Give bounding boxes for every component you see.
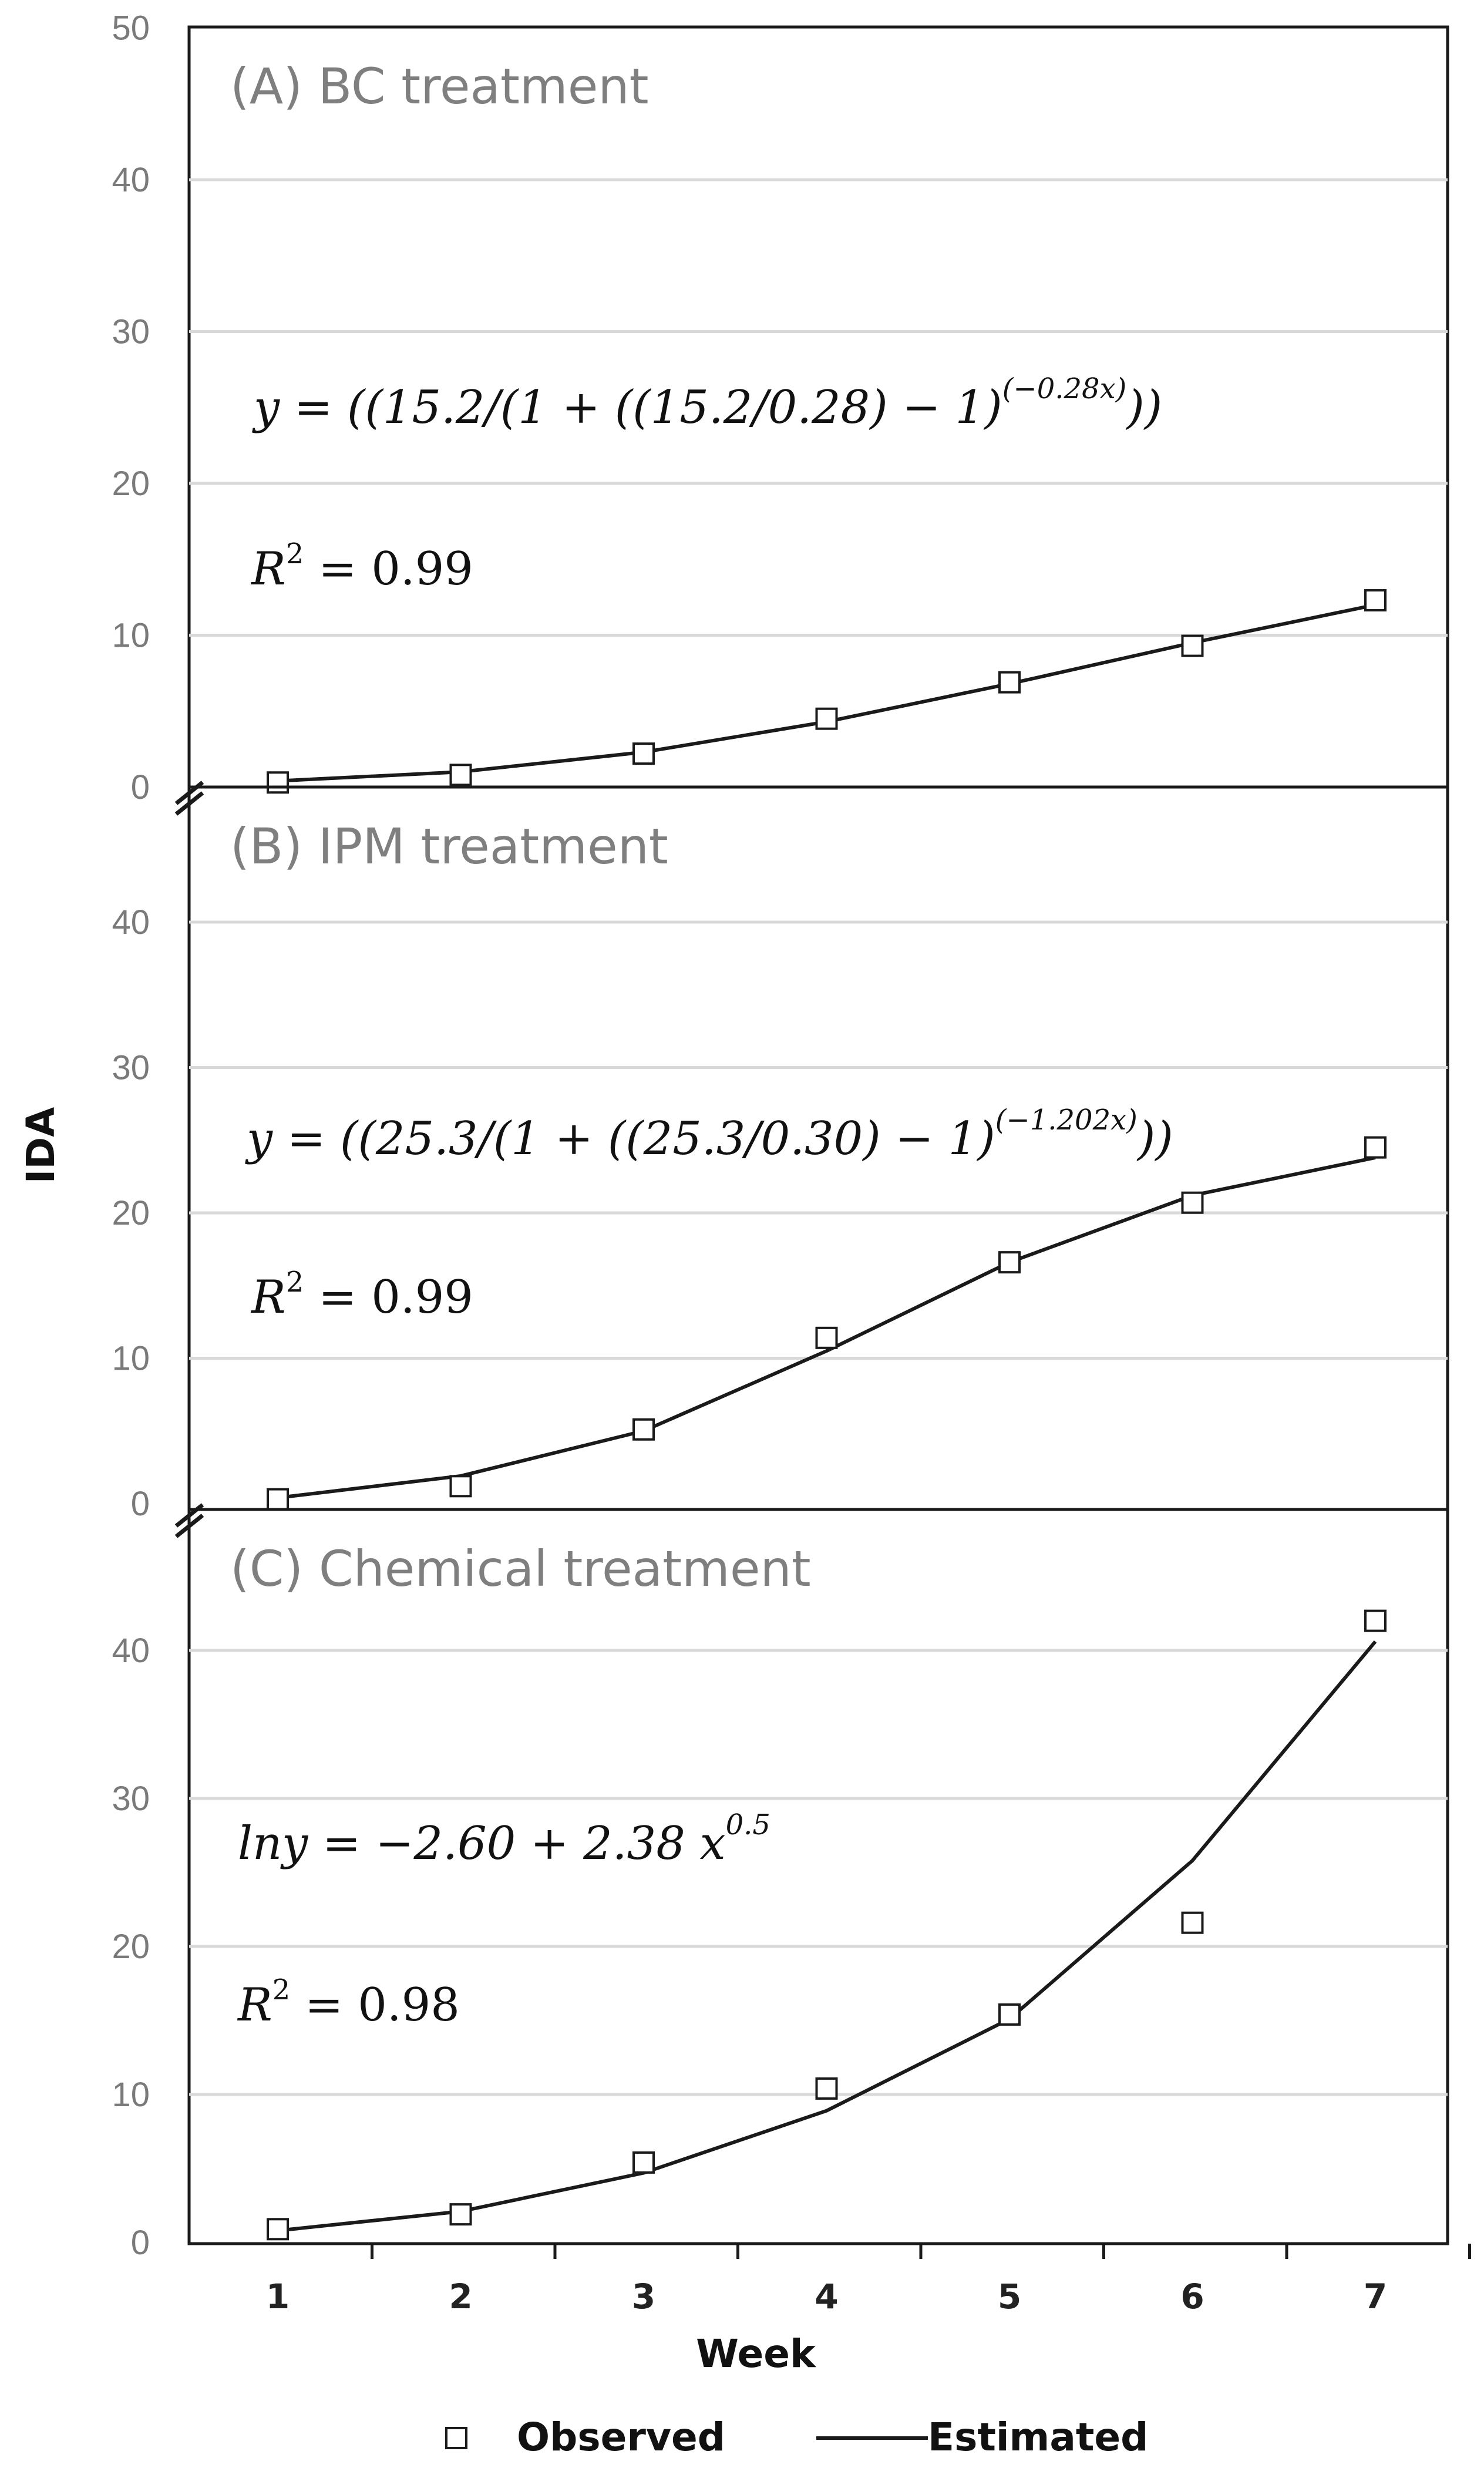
r-squared-exponent: 2 [272, 1973, 291, 2006]
equation-label: y = ((15.2/(1 + ((15.2/0.28) − 1)(−0.28x… [252, 372, 1162, 434]
observed-point [998, 671, 1021, 694]
observed-point [1364, 1136, 1387, 1159]
axis-break-mark [174, 1514, 204, 1538]
y-tick-label: 30 [112, 313, 150, 351]
axis-break-mark [174, 1503, 204, 1528]
equation-main: lny = −2.60 + 2.38 x [238, 1817, 726, 1870]
panel-b: 0 10 20 30 40 (B) IPM treatment y = ((25.3/(1 … [112, 781, 1448, 1523]
observed-point [1364, 1609, 1387, 1632]
y-tick-label: 30 [112, 1049, 150, 1087]
y-tick-label: 40 [112, 1632, 150, 1670]
r-squared-label: R2 = 0.99 [250, 537, 473, 596]
x-tick-label: 6 [1180, 2277, 1204, 2316]
y-tick-label: 0 [131, 768, 150, 806]
y-tick-label: 10 [112, 2076, 150, 2114]
observed-point [449, 764, 472, 786]
observed-point [267, 2218, 289, 2241]
equation-tail: )) [1136, 1112, 1173, 1165]
equation-main: y = ((15.2/(1 + ((15.2/0.28) − 1) [252, 381, 1002, 434]
estimated-series-line [277, 1640, 1377, 2232]
y-tick-label: 10 [112, 1340, 150, 1378]
observed-point [1181, 1191, 1204, 1214]
r-squared-symbol: R [250, 1271, 286, 1324]
r-squared-value: = 0.99 [304, 1271, 473, 1324]
equation-label: y = ((25.3/(1 + ((25.3/0.30) − 1)(−1.202… [245, 1104, 1173, 1165]
x-tick-label: 1 [266, 2277, 290, 2316]
r-squared-exponent: 2 [286, 1266, 304, 1299]
observed-point [267, 771, 289, 794]
r-squared-value: = 0.99 [304, 543, 473, 596]
equation-tail: )) [1125, 381, 1162, 434]
observed-point [815, 707, 838, 730]
r-squared-symbol: R [250, 543, 286, 596]
equation-exponent: (−1.202x) [995, 1104, 1138, 1137]
axis-break-mark [174, 781, 204, 805]
panel-title: (C) Chemical treatment [230, 1540, 811, 1598]
y-tick-label: 10 [112, 617, 150, 655]
equation-exponent: 0.5 [726, 1808, 770, 1841]
panel-title: (B) IPM treatment [230, 818, 668, 875]
observed-point [632, 1418, 655, 1441]
x-tick-label: 3 [632, 2277, 655, 2316]
equation-label: lny = −2.60 + 2.38 x0.5 [238, 1808, 770, 1870]
observed-point [267, 1488, 289, 1511]
axis-break-mark [174, 791, 204, 816]
x-tick-label: 4 [815, 2277, 838, 2316]
y-tick-label: 30 [112, 1780, 150, 1818]
panel-a: 0 10 20 30 40 50 (A) BC treatment y = ((15.2/(1… [112, 9, 1448, 806]
r-squared-value: = 0.98 [290, 1979, 460, 2032]
observed-point [998, 2003, 1021, 2026]
legend-observed-marker [445, 2427, 467, 2449]
x-axis-title: Week [696, 2331, 817, 2376]
y-tick-label: 0 [131, 1485, 150, 1523]
y-tick-label: 40 [112, 161, 150, 199]
x-tick-label: 2 [449, 2277, 472, 2316]
observed-point [449, 2203, 472, 2226]
y-tick-label: 40 [112, 903, 150, 942]
y-tick-label: 20 [112, 1928, 150, 1966]
legend-estimated-label: Estimated [928, 2415, 1148, 2460]
observed-point [449, 1475, 472, 1498]
y-tick-label: 0 [131, 2224, 150, 2262]
y-tick-label: 20 [112, 1194, 150, 1232]
observed-point [632, 742, 655, 765]
equation-main: y = ((25.3/(1 + ((25.3/0.30) − 1) [245, 1112, 995, 1165]
y-tick-label: 50 [112, 9, 150, 48]
x-tick-label: 7 [1364, 2277, 1387, 2316]
r-squared-label: R2 = 0.98 [237, 1973, 460, 2032]
panel-c: 0 10 20 30 40 (C) Chemical treatment lny = −2.… [112, 1503, 1448, 2262]
observed-point [632, 2151, 655, 2174]
equation-exponent: (−0.28x) [1002, 372, 1127, 405]
legend-observed-label: Observed [517, 2415, 725, 2460]
plot-frame [187, 25, 1449, 2245]
y-axis-title: IDA [18, 1107, 63, 1183]
observed-point [1364, 589, 1387, 612]
y-tick-label: 20 [112, 465, 150, 503]
x-tick-label: 5 [998, 2277, 1021, 2316]
observed-point [815, 1326, 838, 1349]
r-squared-exponent: 2 [286, 537, 304, 570]
observed-point [1181, 1911, 1204, 1934]
observed-point [998, 1251, 1021, 1274]
r-squared-symbol: R [237, 1979, 272, 2032]
r-squared-label: R2 = 0.99 [250, 1266, 473, 1324]
panel-title: (A) BC treatment [230, 58, 649, 115]
observed-point [1181, 634, 1204, 657]
estimated-series-line [277, 603, 1376, 783]
observed-point [815, 2077, 838, 2100]
